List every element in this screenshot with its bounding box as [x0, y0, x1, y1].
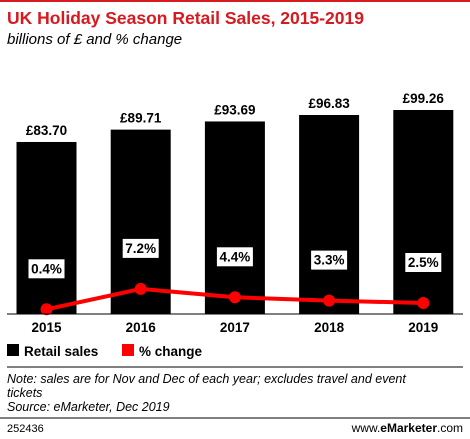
pct-label-bg-2017	[216, 247, 253, 267]
pct-label-bg-2018	[311, 250, 348, 270]
brand-name: eMarketer	[380, 421, 437, 435]
legend-label-pct-change: % change	[139, 344, 203, 359]
pct-label-2016: 7.2%	[125, 241, 156, 256]
bar-value-label-2015: £83.70	[26, 123, 67, 138]
pct-label-2018: 3.3%	[314, 253, 345, 268]
x-tick-label-2015: 2015	[31, 320, 62, 335]
bar-value-label-2017: £93.69	[214, 102, 255, 117]
bars-layer: £83.70 £89.71 £93.69 £96.83 £99.26	[16, 91, 454, 314]
pct-label-2019: 2.5%	[408, 255, 439, 270]
line-layer	[40, 282, 430, 316]
x-tick-label-2016: 2016	[126, 320, 157, 335]
footer-note-continued: tickets	[7, 386, 42, 400]
pct-label-bg-2019	[405, 253, 442, 272]
legend-swatch-retail-sales	[7, 344, 19, 356]
x-tick-label-2017: 2017	[220, 320, 250, 335]
footer-source: Source: eMarketer, Dec 2019	[7, 400, 170, 414]
legend-swatch-pct-change	[122, 344, 134, 356]
line-point-2019	[417, 297, 430, 309]
bar-value-label-2019: £99.26	[403, 91, 445, 106]
pct-label-bg-2015	[28, 259, 65, 279]
bar-2015	[16, 141, 77, 314]
line-point-2015	[40, 303, 53, 316]
legend-label-retail-sales: Retail sales	[24, 344, 98, 359]
pct-label-layer: 0.4% 7.2% 4.4% 3.3% 2.5%	[28, 238, 442, 279]
line-point-2018	[323, 294, 336, 307]
bar-value-label-2018: £96.83	[308, 96, 350, 111]
pct-label-2015: 0.4%	[31, 261, 62, 276]
brand-logo: www.eMarketer.com	[351, 421, 463, 435]
x-axis-ticks: 2015 2016 2017 2018 2019	[31, 320, 438, 335]
top-accent-rule	[0, 0, 470, 2]
legend: Retail sales % change	[7, 344, 203, 359]
bar-2019	[393, 110, 454, 314]
bar-2018	[299, 114, 360, 314]
x-tick-label-2019: 2019	[408, 320, 438, 335]
footer-note: Note: sales are for Nov and Dec of each …	[7, 372, 406, 386]
pct-label-bg-2016	[122, 238, 159, 258]
chart-subtitle: billions of £ and % change	[7, 31, 182, 48]
x-tick-label-2018: 2018	[314, 320, 345, 335]
line-point-2017	[228, 291, 241, 304]
chart-id: 252436	[7, 423, 44, 435]
bar-value-label-2016: £89.71	[120, 111, 162, 126]
line-point-2016	[134, 282, 147, 295]
bar-2017	[204, 121, 265, 314]
pct-label-2017: 4.4%	[220, 249, 251, 264]
chart-title: UK Holiday Season Retail Sales, 2015-201…	[7, 8, 364, 28]
